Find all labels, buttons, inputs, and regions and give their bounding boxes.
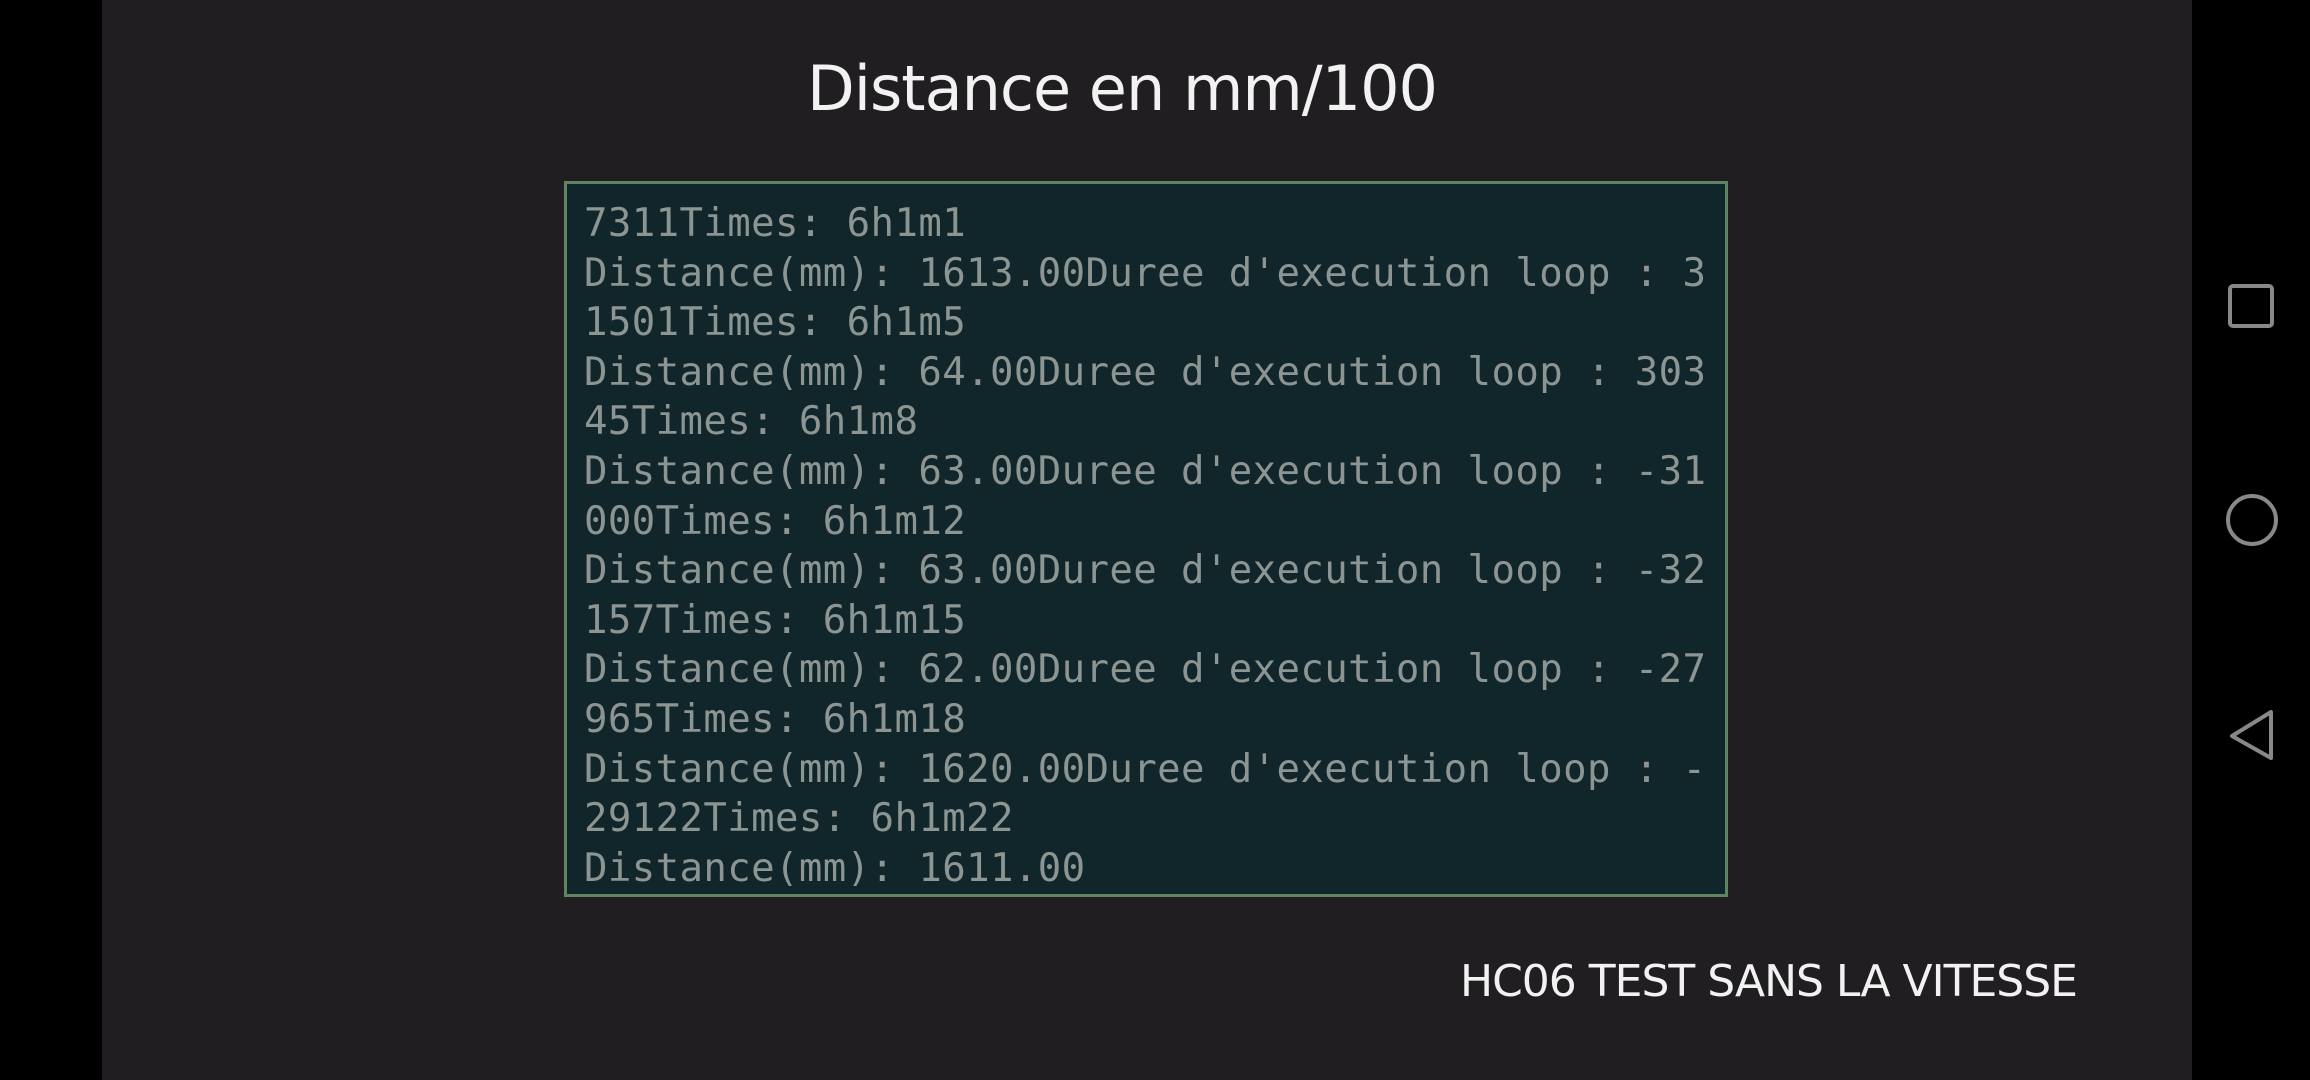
serial-output-lines: 7311Times: 6h1m1 Distance(mm): 1613.00Dur…: [584, 199, 1706, 893]
serial-line: Distance(mm): 62.00Duree d'execution loo…: [584, 647, 1707, 693]
app-screen: Distance en mm/100 7311Times: 6h1m1 Dista…: [102, 0, 2192, 1080]
serial-line: Distance(mm): 64.00Duree d'execution loo…: [584, 349, 1707, 395]
serial-line: Distance(mm): 63.00Duree d'execution loo…: [584, 548, 1707, 594]
serial-line: 7311Times: 6h1m1: [584, 201, 967, 246]
serial-line: 29122Times: 6h1m22: [584, 796, 1014, 842]
serial-line: Distance(mm): 1613.00Duree d'execution l…: [584, 250, 1707, 296]
serial-line: 965Times: 6h1m18: [584, 696, 967, 742]
system-nav-bar: [2192, 0, 2310, 1080]
serial-line: Distance(mm): 1611.00: [584, 845, 1086, 891]
serial-line: Distance(mm): 1620.00Duree d'execution l…: [584, 746, 1707, 792]
footer-label: HC06 TEST SANS LA VITESSE: [1460, 956, 2078, 1007]
recents-icon[interactable]: [2192, 270, 2310, 340]
serial-line: 000Times: 6h1m12: [584, 498, 967, 544]
serial-line: 157Times: 6h1m15: [584, 597, 967, 643]
serial-line: Distance(mm): 63.00Duree d'execution loo…: [584, 448, 1707, 494]
serial-output-box[interactable]: 7311Times: 6h1m1 Distance(mm): 1613.00Dur…: [564, 181, 1728, 897]
page-title: Distance en mm/100: [807, 52, 1438, 125]
serial-line: 1501Times: 6h1m5: [584, 300, 967, 346]
back-icon[interactable]: [2192, 700, 2310, 770]
serial-line: 45Times: 6h1m8: [584, 399, 919, 445]
home-icon[interactable]: [2192, 485, 2310, 555]
